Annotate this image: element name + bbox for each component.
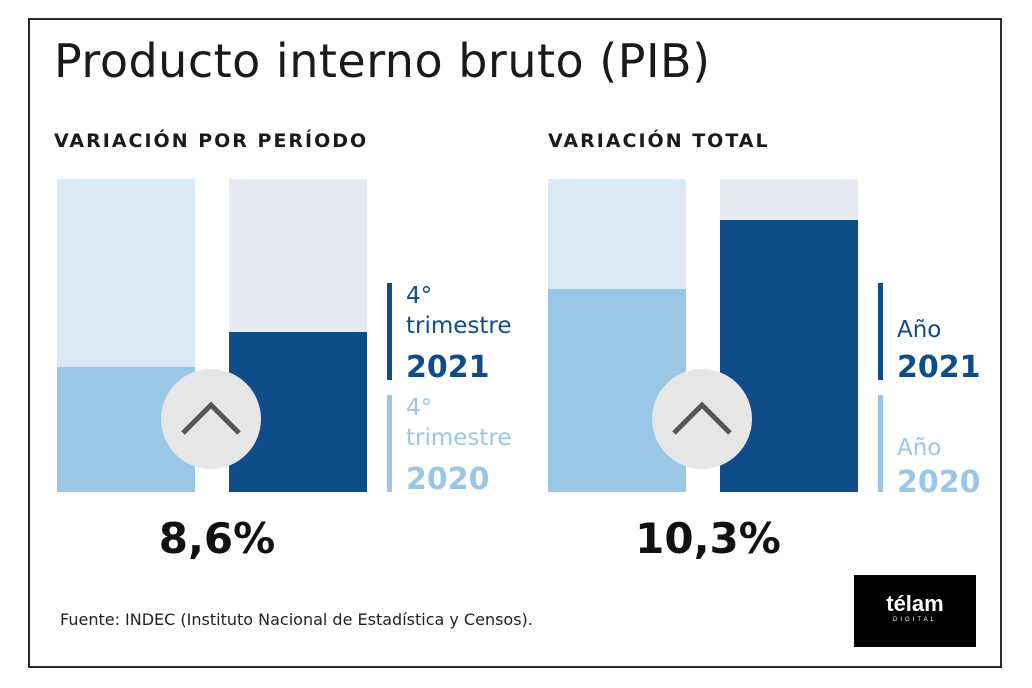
legend-marker-2020 [878,395,883,492]
section-title-period: VARIACIÓN POR PERÍODO [54,130,369,152]
legend-year-2021: 2021 [897,350,981,385]
value-label-total: 10,3% [635,514,781,563]
chevron-up-icon [181,401,241,435]
legend-year-2020: 2020 [897,465,981,500]
logo-text: télam [886,591,944,616]
legend-marker-2021 [878,283,883,380]
legend-marker-2020 [387,395,392,492]
chevron-up-icon [672,401,732,435]
source-note: Fuente: INDEC (Instituto Nacional de Est… [60,610,533,629]
legend-label-year-2021: Año [897,317,942,343]
legend-year-2021: 2021 [406,350,490,385]
legend-label-year-2020: Año [897,435,942,461]
legend-year-2020: 2020 [406,462,490,497]
legend-label-4q-2020: 4° trimestre [406,395,512,451]
section-title-total: VARIACIÓN TOTAL [548,130,770,152]
increase-badge [652,369,752,469]
telam-logo: télam DIGITAL [854,575,976,647]
increase-badge [161,369,261,469]
chart-title: Producto interno bruto (PIB) [54,34,711,88]
logo-subtext: DIGITAL [893,617,937,623]
legend-label-4q-2021: 4° trimestre [406,283,512,339]
value-label-period: 8,6% [158,514,276,563]
legend-marker-2021 [387,283,392,380]
